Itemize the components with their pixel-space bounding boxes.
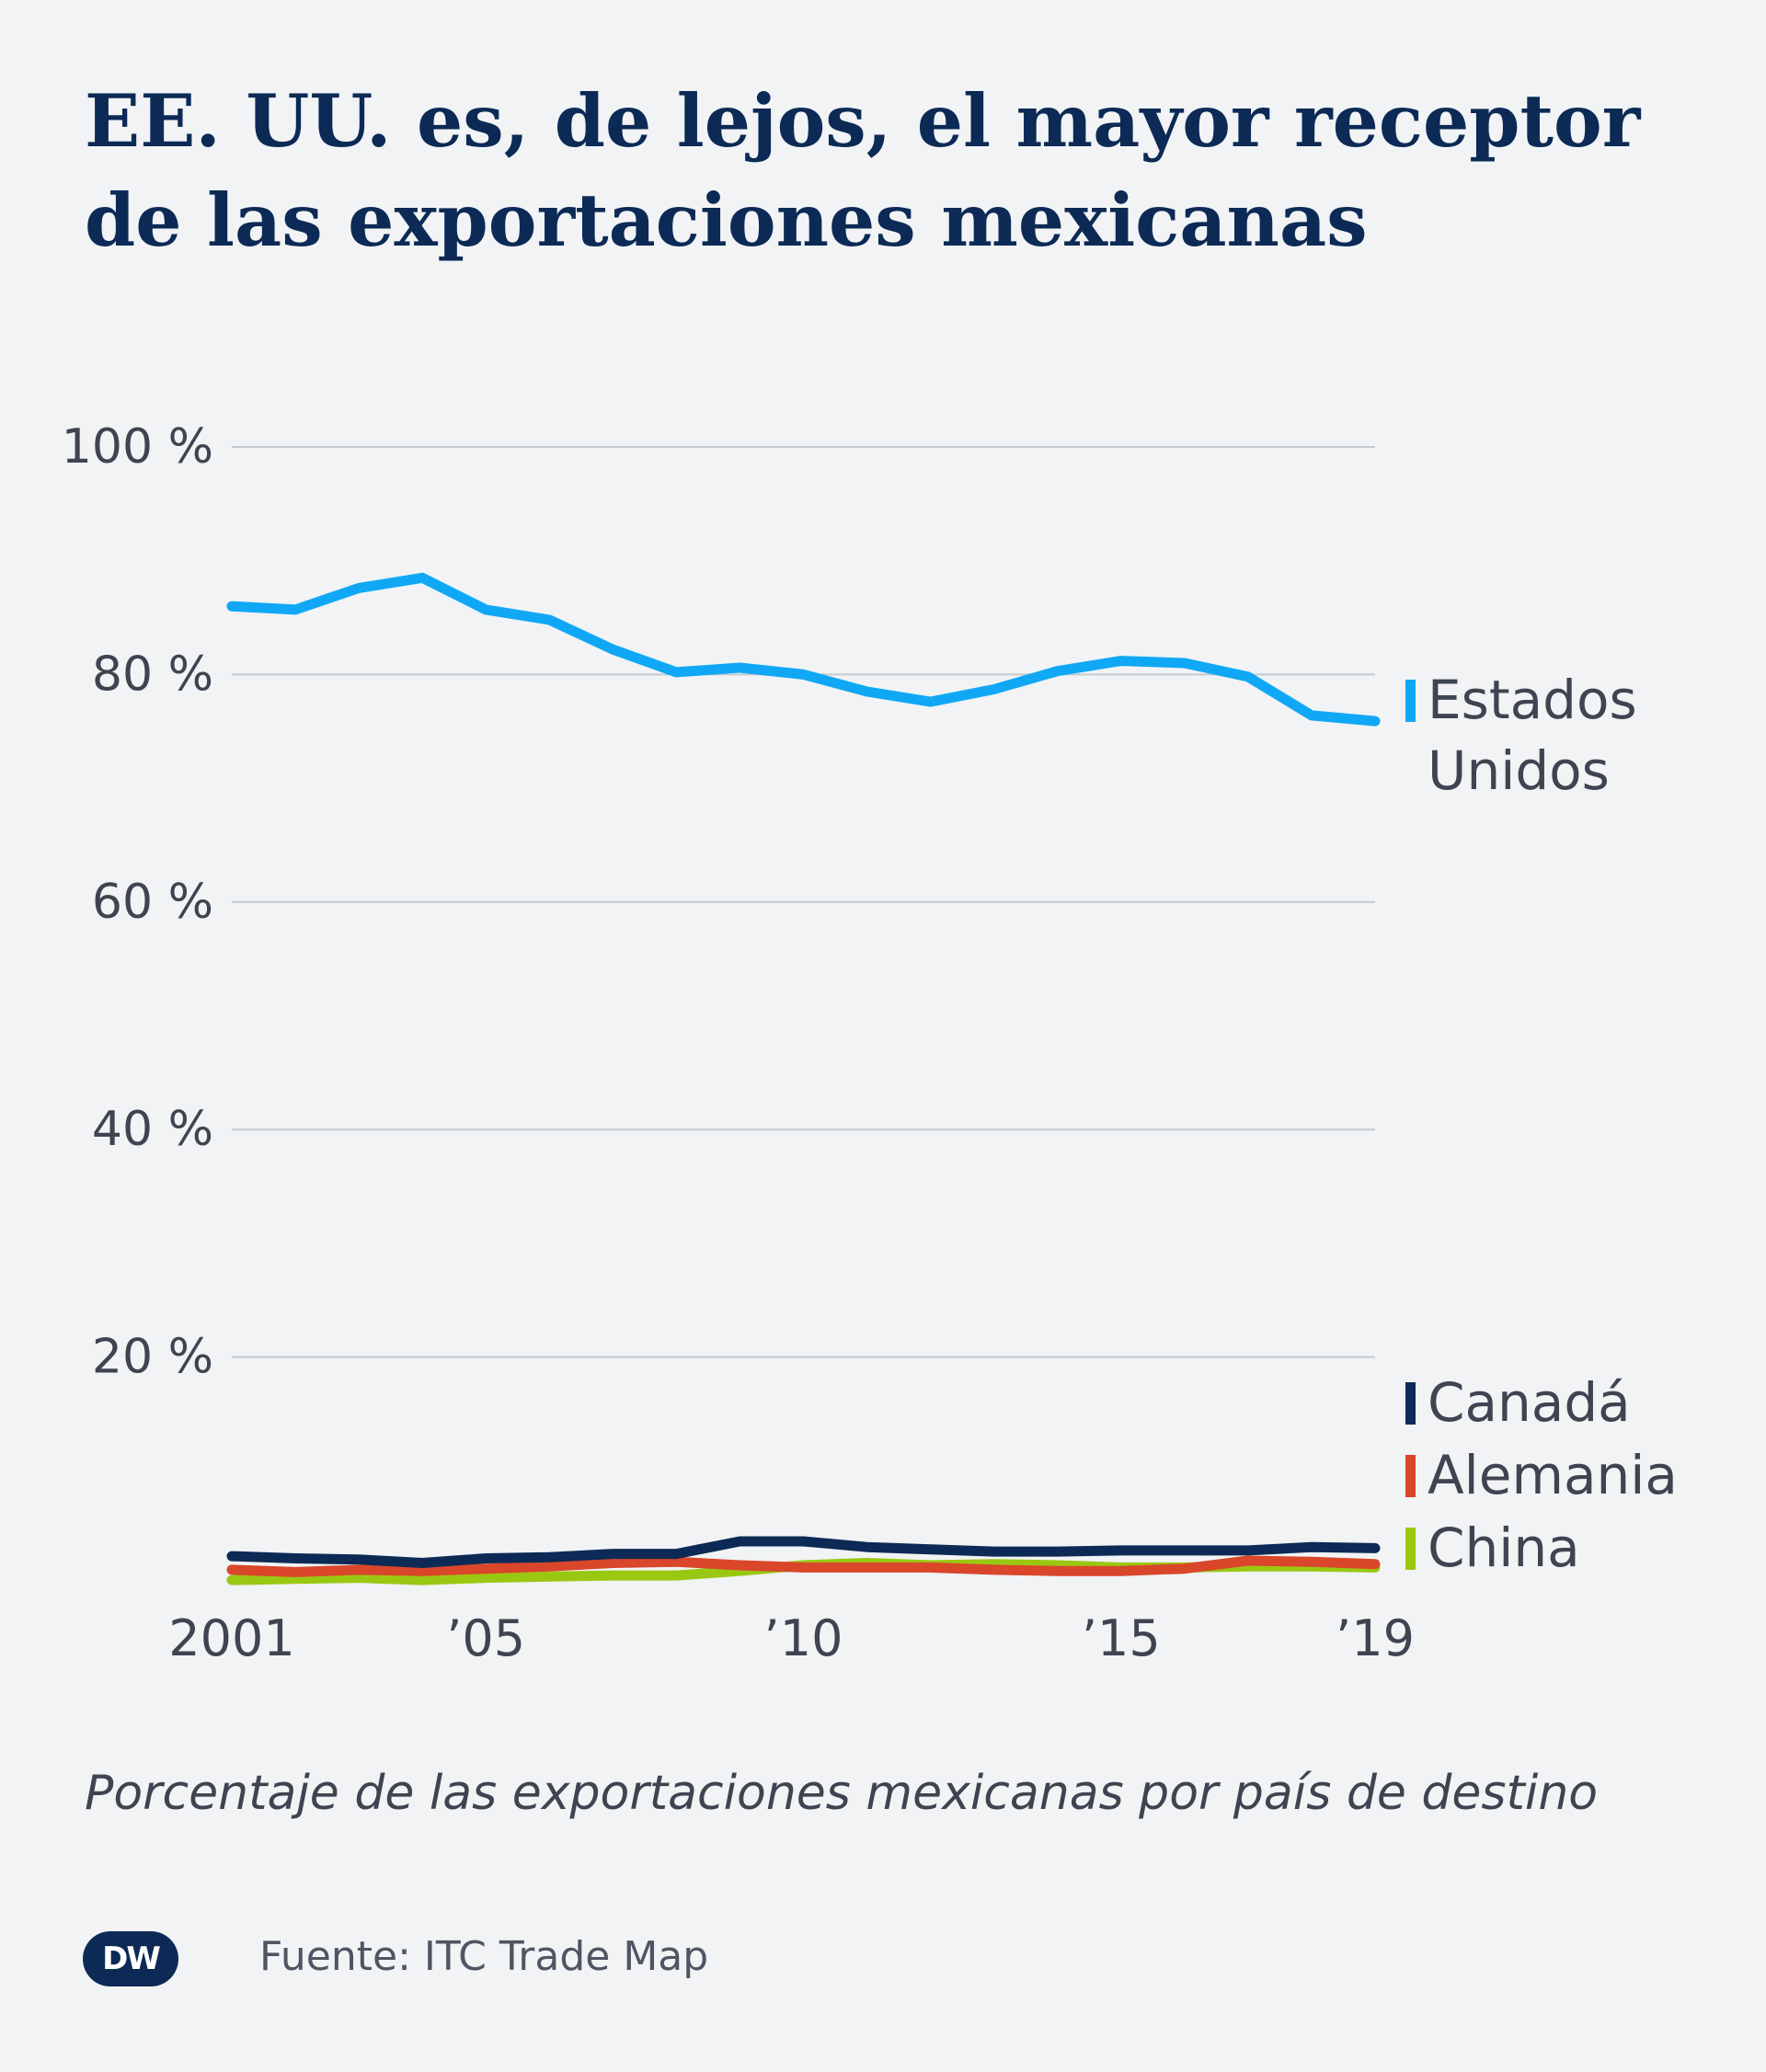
y-tick-label-40: 40 %	[92, 1102, 213, 1157]
y-tick-label-80: 80 %	[92, 647, 213, 702]
legend-marker-0	[1405, 680, 1416, 722]
legend-marker-2	[1405, 1455, 1416, 1497]
legend-label-2: Alemania	[1428, 1444, 1678, 1506]
legend-label-0: Estados Unidos	[1428, 669, 1637, 802]
y-tick-label-100: 100 %	[62, 419, 213, 475]
y-axis-labels: 20 % 40 % 60 % 80 % 100 %	[62, 419, 213, 1385]
x-tick-label-2001: 2001	[168, 1609, 294, 1667]
x-axis-labels: 2001 ’05 ’10 ’15 ’19	[168, 1609, 1415, 1667]
chart-subtitle: Porcentaje de las exportaciones mexicana…	[85, 1766, 1599, 1821]
series-line-0	[226, 572, 1381, 727]
gridlines	[232, 446, 1375, 1358]
x-tick-label-2015: ’15	[1082, 1609, 1161, 1667]
dw-logo: DW	[83, 1931, 178, 1986]
legend-label-3: China	[1428, 1517, 1580, 1579]
series-line-2	[226, 1555, 1381, 1577]
legend-marker-1	[1405, 1382, 1416, 1425]
y-tick-label-60: 60 %	[92, 875, 213, 930]
x-tick-label-2010: ’10	[764, 1609, 843, 1667]
x-tick-label-2005: ’05	[446, 1609, 525, 1667]
x-tick-label-2019: ’19	[1336, 1609, 1415, 1667]
legend-marker-3	[1405, 1528, 1416, 1570]
line-chart: 20 % 40 % 60 % 80 % 100 % 2001 ’05 ’10 ’15 ’19 E…	[62, 419, 1678, 1667]
legend-label-1: Canadá	[1428, 1371, 1631, 1434]
source-note: Fuente: ITC Trade Map	[259, 1933, 709, 1980]
series-line-1	[226, 1536, 1381, 1568]
chart-title: EE. UU. es, de lejos, el mayor receptor …	[85, 78, 1641, 263]
dw-logo-text: DW	[102, 1940, 161, 1977]
y-tick-label-20: 20 %	[92, 1330, 213, 1385]
series-lines	[226, 572, 1381, 1585]
legend: Estados Unidos Canadá Alemania China	[1405, 669, 1678, 1579]
